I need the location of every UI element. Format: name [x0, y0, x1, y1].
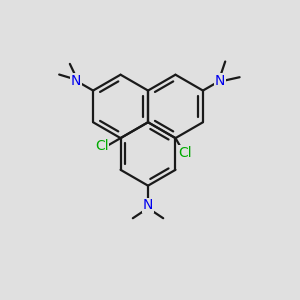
Text: N: N [215, 74, 225, 88]
Text: Cl: Cl [178, 146, 192, 160]
Text: N: N [71, 74, 81, 88]
Text: Cl: Cl [95, 139, 109, 153]
Text: N: N [143, 199, 153, 212]
